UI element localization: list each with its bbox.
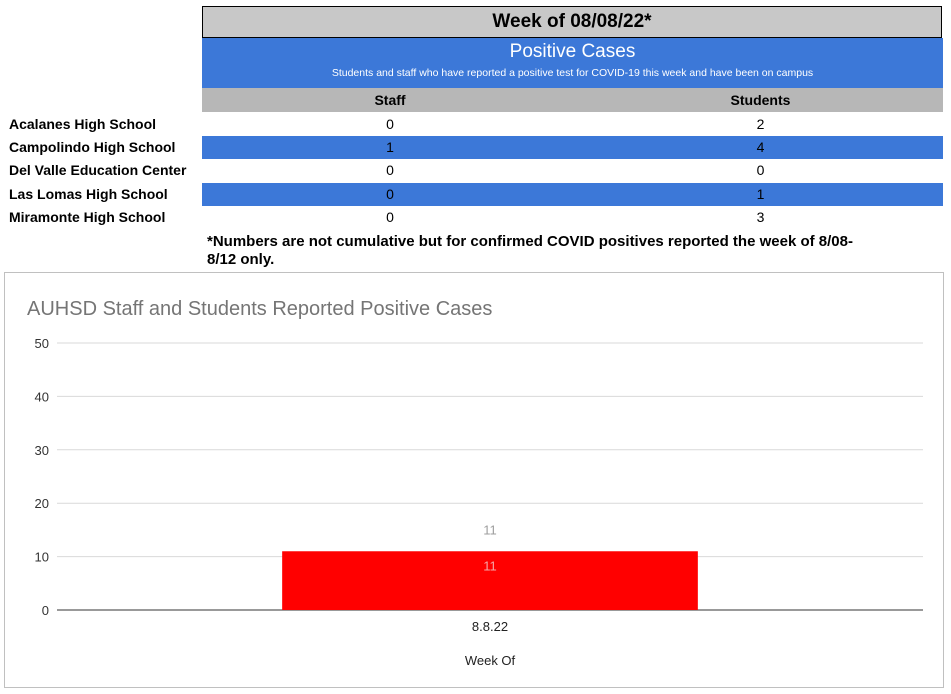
school-name: Acalanes High School [9,116,157,132]
week-header: Week of 08/08/22* [202,6,942,38]
column-headers: Staff Students [202,88,943,112]
school-name: Miramonte High School [9,209,166,225]
bar-data-label: 11 [483,558,497,573]
staff-count: 0 [386,209,394,225]
x-axis-title: Week Of [465,653,516,668]
y-tick-label: 30 [35,443,49,458]
bar [282,551,698,610]
table-row: Las Lomas High School 0 1 [0,183,943,206]
positive-cases-banner: Positive Cases Students and staff who ha… [202,38,943,88]
x-tick-label: 8.8.22 [472,619,508,634]
staff-count: 0 [386,116,394,132]
column-header-students: Students [730,92,791,108]
chart-title: AUHSD Staff and Students Reported Positi… [27,298,493,320]
school-name: Las Lomas High School [9,186,168,202]
students-count: 1 [756,186,765,202]
students-count: 4 [756,139,765,155]
students-count: 3 [756,209,765,225]
school-name: Del Valle Education Center [9,162,187,178]
positive-cases-subtitle: Students and staff who have reported a p… [331,67,814,79]
column-header-staff: Staff [374,92,406,108]
positive-cases-title: Positive Cases [509,41,636,62]
students-count: 0 [756,162,765,178]
table-row: Campolindo High School 1 4 [0,136,943,159]
staff-count: 0 [386,186,394,202]
y-tick-label: 40 [35,389,49,404]
bar-total-label: 11 [483,522,497,537]
footnote: *Numbers are not cumulative but for conf… [207,233,853,268]
y-tick-label: 0 [42,603,49,618]
students-count: 2 [756,116,765,132]
bar-chart: AUHSD Staff and Students Reported Positi… [4,272,944,688]
y-tick-label: 20 [35,496,49,511]
y-tick-label: 10 [35,550,49,565]
staff-count: 0 [386,162,394,178]
table-row: Acalanes High School 0 2 [0,113,943,136]
table-row: Del Valle Education Center 0 0 [0,159,943,182]
chart-plot: 0 10 20 30 40 50 11 11 8.8.22 Week Of [35,336,923,668]
staff-count: 1 [386,139,394,155]
table-row: Miramonte High School 0 3 [0,206,943,229]
school-name: Campolindo High School [9,139,176,155]
y-tick-label: 50 [35,336,49,351]
